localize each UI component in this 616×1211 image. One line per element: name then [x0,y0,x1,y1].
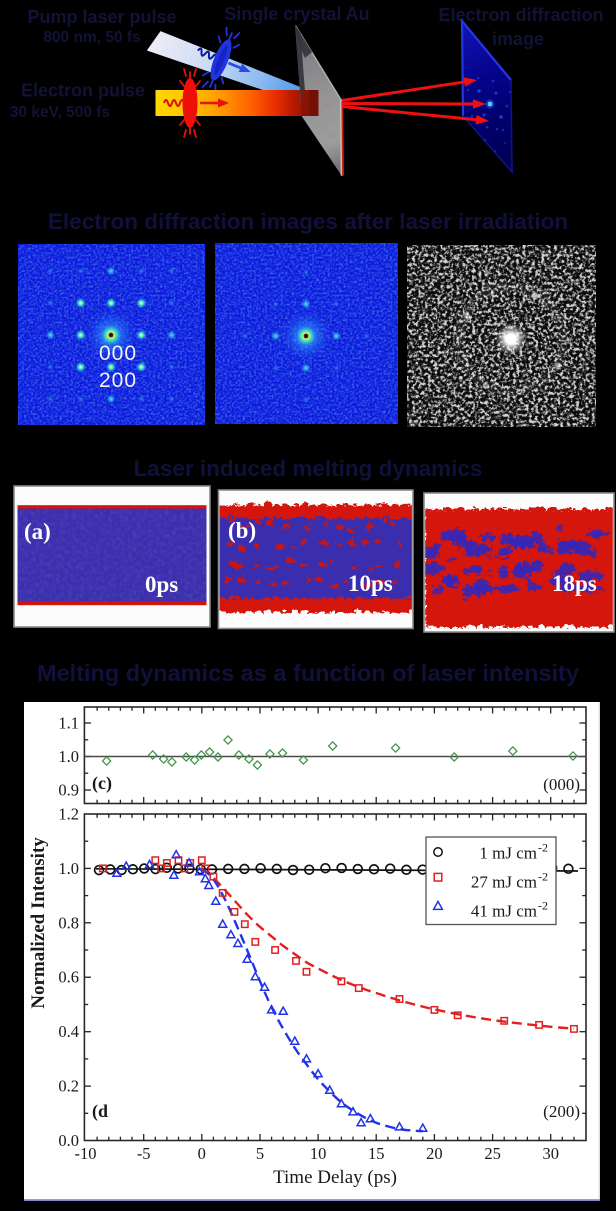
svg-text:-5: -5 [137,1144,151,1163]
svg-text:-2: -2 [538,841,548,855]
svg-text:27 mJ cm: 27 mJ cm [471,873,537,892]
svg-text:1.1: 1.1 [58,714,79,733]
svg-text:image: image [492,29,544,49]
svg-text:30: 30 [542,1144,559,1163]
svg-text:-2: -2 [538,870,548,884]
svg-text:000: 000 [99,342,137,365]
svg-text:0.6: 0.6 [58,968,79,987]
svg-text:Electron pulse: Electron pulse [21,81,145,101]
svg-text:Normalized Intensity: Normalized Intensity [28,837,49,1009]
svg-text:1.0: 1.0 [58,747,79,766]
svg-text:(c): (c) [92,773,112,794]
svg-text:0.2: 0.2 [58,1077,79,1096]
svg-text:10: 10 [310,1144,327,1163]
svg-text:200: 200 [99,369,137,392]
svg-text:-2: -2 [538,899,548,913]
svg-text:15: 15 [368,1144,385,1163]
svg-text:18ps: 18ps [552,571,597,596]
svg-text:(b): (b) [228,518,256,543]
svg-text:0.4: 0.4 [58,1022,79,1041]
svg-text:10ps: 10ps [348,571,393,596]
svg-text:1.2: 1.2 [58,805,79,824]
svg-text:1 mJ cm: 1 mJ cm [479,844,537,863]
svg-text:0.9: 0.9 [58,781,79,800]
svg-text:1.0: 1.0 [58,859,79,878]
svg-text:800 nm, 50 fs: 800 nm, 50 fs [43,29,140,46]
svg-text:(d: (d [92,1101,108,1122]
svg-text:-10: -10 [75,1144,97,1163]
svg-text:0ps: 0ps [145,572,178,597]
svg-text:0.0: 0.0 [58,1131,79,1150]
svg-text:30 keV, 500 fs: 30 keV, 500 fs [10,104,110,121]
svg-text:Pump laser pulse: Pump laser pulse [27,7,176,27]
svg-text:(200): (200) [543,1102,580,1121]
svg-text:Electron diffraction: Electron diffraction [438,5,603,25]
svg-text:0: 0 [198,1144,206,1163]
svg-text:0.8: 0.8 [58,913,79,932]
svg-text:(a): (a) [24,519,51,544]
svg-text:5: 5 [256,1144,264,1163]
svg-text:Time Delay (ps): Time Delay (ps) [273,1167,397,1188]
svg-text:20: 20 [426,1144,443,1163]
svg-text:41 mJ cm: 41 mJ cm [471,902,537,921]
svg-text:Single crystal Au: Single crystal Au [224,4,369,24]
svg-text:25: 25 [484,1144,501,1163]
svg-text:(000): (000) [543,775,580,794]
